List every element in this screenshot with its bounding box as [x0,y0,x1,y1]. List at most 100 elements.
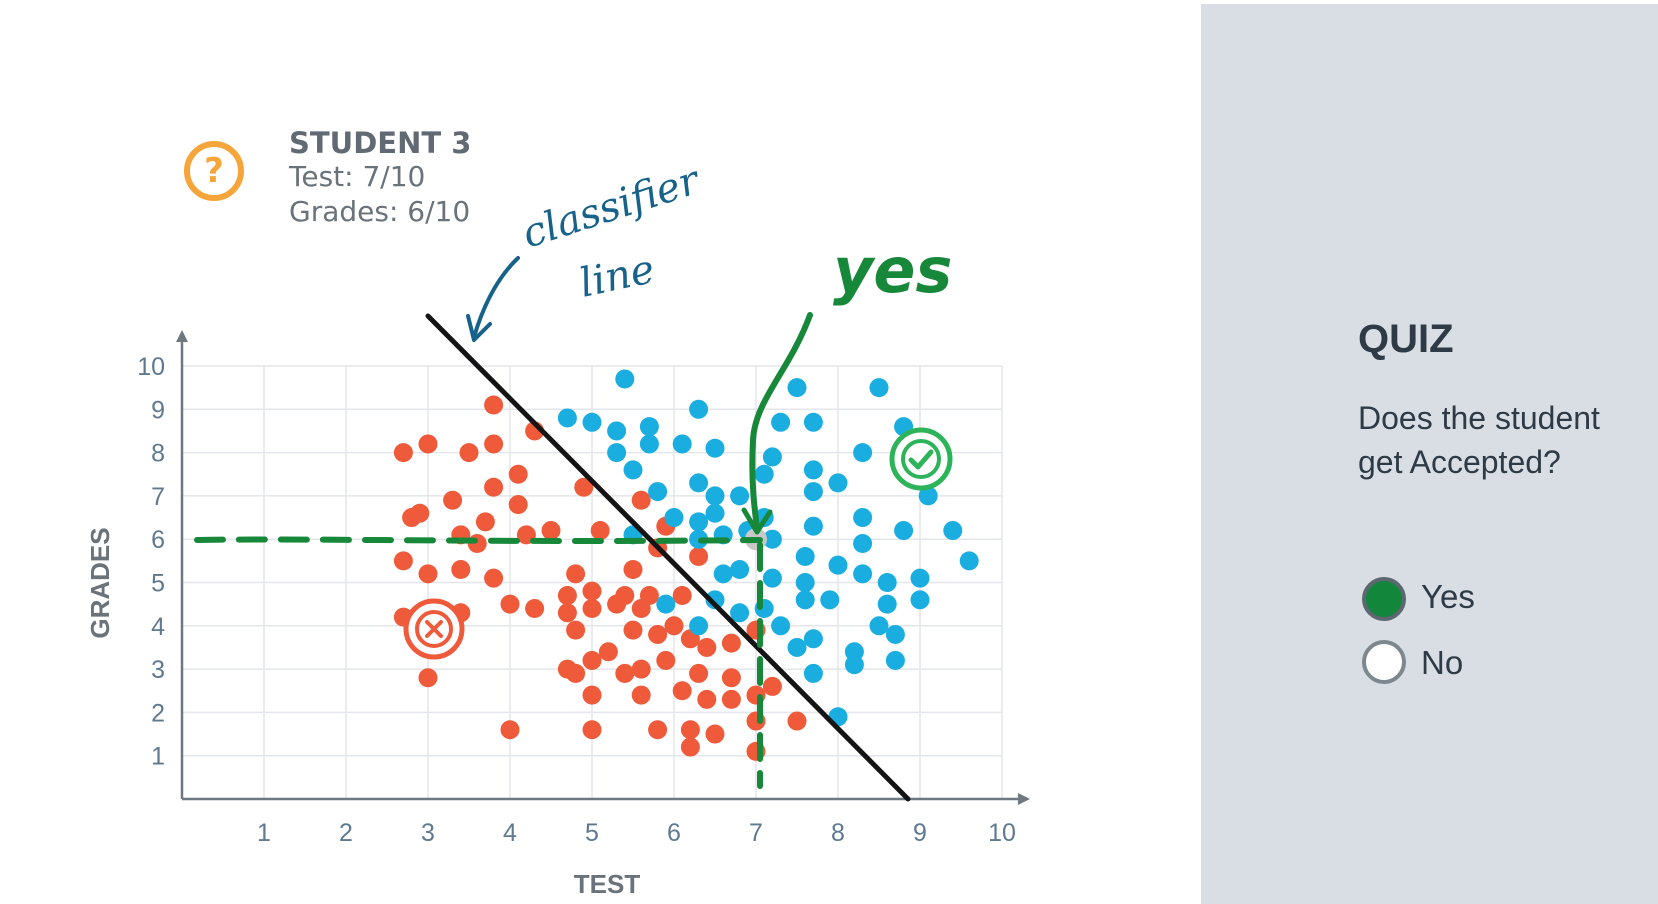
classifier-annotation-line1: classifier [517,157,707,258]
accepted-point [787,637,807,657]
accepted-point [730,603,750,623]
accepted-point [869,378,889,398]
accepted-point [943,521,963,541]
option-no-label[interactable]: No [1421,644,1464,681]
rejected-point [475,512,495,532]
classifier-arrow [472,256,520,339]
rejected-point [689,547,709,567]
data-points [393,369,979,761]
rejected-point [500,720,520,740]
rejected-point [500,594,520,614]
x-tick-label: 5 [585,819,599,847]
radio-yes[interactable] [1362,577,1406,621]
accepted-point [623,460,643,480]
accepted-point [910,568,930,588]
y-tick-label: 8 [151,440,165,468]
y-tick-label: 7 [151,483,165,511]
accepted-point [877,573,897,592]
tick-labels: 1 2 3 4 5 6 7 8 9 10 1 2 3 4 5 6 7 8 9 10 [137,353,1016,847]
accepted-point [803,663,823,683]
accepted-point [803,460,823,480]
accepted-point [803,482,823,502]
y-tick-label: 9 [151,396,165,424]
rejected-point [582,581,602,601]
accepted-point [762,529,782,549]
accepted-point [844,655,864,675]
x-tick-label: 6 [667,819,681,847]
rejected-point [574,477,594,497]
accepted-point [771,616,791,636]
rejected-point [459,443,479,463]
rejected-point [557,585,577,605]
rejected-point [623,620,643,640]
accepted-point [607,443,627,463]
radio-no[interactable] [1362,640,1406,684]
accepted-point [656,594,676,614]
rejected-point [451,560,471,580]
student-test-score: Test: 7/10 [289,160,426,193]
quiz-question: Does the student get Accepted? [1358,400,1600,480]
accepted-point [689,473,709,493]
accepted-point [918,486,938,506]
x-tick-label: 4 [503,819,517,847]
y-tick-label: 2 [151,699,165,727]
accepted-point [869,616,889,636]
accept-check-icon [889,427,953,491]
x-tick-label: 1 [257,819,271,847]
rejected-point [582,720,602,740]
rejected-point [762,676,782,696]
quiz-title: QUIZ [1358,317,1454,361]
rejected-point [697,689,717,709]
y-axis-arrow-icon [176,330,188,342]
y-axis-title: GRADES [85,527,115,638]
x-tick-label: 10 [988,819,1016,847]
rejected-point [697,637,717,657]
rejected-point [418,434,438,454]
rejected-point [443,490,463,510]
classifier-annotation-line2: line [576,246,659,307]
rejected-point [656,650,676,670]
rejected-point [393,443,413,463]
accepted-point [705,486,725,506]
y-tick-label: 4 [151,613,165,641]
y-tick-label: 6 [151,526,165,554]
x-tick-label: 9 [913,819,927,847]
accepted-point [730,486,750,506]
rejected-point [623,560,643,580]
rejected-point [672,681,692,701]
accepted-point [689,512,709,532]
rejected-point [484,395,504,415]
accepted-point [803,412,823,432]
accepted-point [853,443,873,463]
x-tick-label: 2 [339,819,353,847]
accepted-point [803,629,823,649]
axes [176,330,1030,805]
accepted-point [689,616,709,636]
x-tick-label: 7 [749,819,763,847]
rejected-point [648,624,668,644]
accepted-point [853,564,873,584]
horizontal-guide-dashed-line [194,536,763,544]
rejected-point [484,477,504,497]
rejected-point [566,620,586,640]
option-yes-label[interactable]: Yes [1421,578,1475,615]
x-tick-label: 8 [831,819,845,847]
accepted-point [959,551,979,571]
accepted-point [853,508,873,528]
rejected-point [639,585,659,605]
rejected-point [393,551,413,571]
classifier-arrow-head-icon [466,314,492,342]
accepted-point [877,594,897,614]
accepted-point [795,573,815,592]
rejected-point [672,585,692,605]
rejected-point [721,668,741,688]
yes-annotation: yes [833,234,952,307]
rejected-point [680,720,700,740]
accepted-point [689,399,709,419]
y-tick-label: 5 [151,570,165,598]
rejected-point [598,642,618,662]
accepted-point [820,590,840,610]
rejected-point [615,585,635,605]
rejected-point [615,663,635,683]
accepted-point [885,624,905,644]
